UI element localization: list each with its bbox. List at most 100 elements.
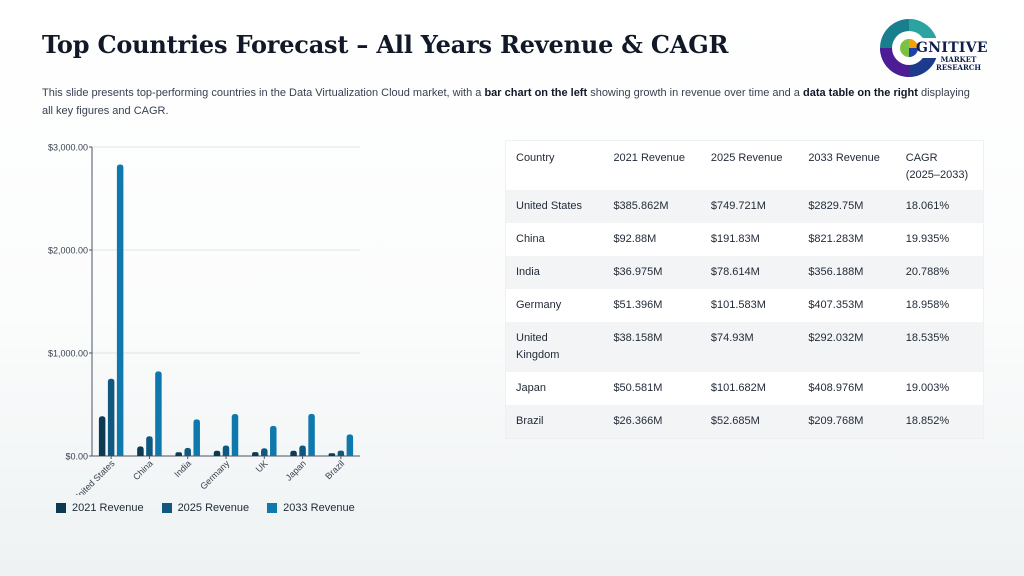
bold-phrase: data table on the right (802, 87, 918, 99)
table-row: Germany $51.396M $101.583M $407.353M 18.… (506, 289, 983, 322)
table-row: United States $385.862M $749.721M $2829.… (506, 190, 983, 223)
table-row: Brazil $26.366M $52.685M $209.768M 18.85… (506, 405, 983, 438)
bar-2033-brazil (346, 434, 354, 456)
table-row: India $36.975M $78.614M $356.188M 20.788… (506, 256, 983, 289)
legend-label: 2025 Revenue (177, 502, 250, 514)
table-cell: 18.535% (905, 332, 950, 344)
table-cell: 18.852% (905, 415, 950, 427)
table-row: China $92.88M $191.83M $821.283M 19.935% (506, 223, 983, 256)
legend-item-2021: 2021 Revenue (56, 502, 144, 514)
table-cell: 19.003% (905, 382, 950, 394)
table-cell: $74.93M (710, 332, 754, 344)
table-cell: 18.061% (905, 200, 950, 212)
bar-2021-india (175, 452, 182, 456)
bar-2021-germany (213, 450, 221, 456)
bar-2021-brazil (328, 453, 336, 456)
y-tick-label: $0.00 (65, 452, 88, 462)
table-cell: 19.935% (905, 233, 950, 245)
column-header-2025: 2025 Revenue (710, 152, 783, 164)
bar-2033-uk (270, 425, 277, 456)
company-logo: GNITIVE MARKET RESEARCH (878, 16, 988, 82)
table-cell: 18.958% (905, 299, 950, 311)
bar-2021-japan (290, 450, 297, 456)
table-cell: Brazil (516, 415, 544, 427)
table-cell: $191.83M (710, 233, 760, 245)
table-cell: $749.721M (710, 200, 766, 212)
x-tick-label: United States (71, 458, 117, 495)
bar-2033-china (155, 371, 162, 456)
column-header-2021: 2021 Revenue (613, 152, 685, 164)
legend-label: 2021 Revenue (72, 502, 144, 514)
logo-icon (880, 19, 948, 77)
bar-2025-japan (299, 445, 306, 456)
x-tick-label: Germany (198, 458, 232, 492)
table-cell: India (516, 266, 540, 278)
x-tick-label: Japan (284, 458, 308, 482)
column-header-2033: 2033 Revenue (808, 152, 880, 164)
table-cell: $78.614M (710, 266, 760, 278)
table-cell: $209.768M (808, 415, 864, 427)
bar-2033-united-states (116, 164, 124, 456)
table-cell: $38.158M (613, 332, 663, 344)
bar-2033-germany (231, 414, 239, 456)
y-tick-label: $3,000.00 (48, 143, 88, 153)
table-cell: $50.581M (613, 382, 663, 394)
legend-swatch (267, 503, 278, 513)
bar-chart: $0.00 $1,000.00 $2,000.00 $3,000.00 United S… (48, 143, 360, 495)
table-cell: $101.583M (710, 299, 766, 311)
legend-swatch (161, 503, 172, 513)
y-tick-label: $2,000.00 (48, 246, 88, 256)
bar-2025-china (146, 436, 153, 456)
logo-wordmark: GNITIVE (916, 40, 988, 56)
table-header-row: Country 2021 Revenue 2025 Revenue 2033 R… (506, 141, 983, 190)
table-row: Japan $50.581M $101.682M $408.976M 19.00… (506, 372, 983, 405)
bar-2033-japan (308, 413, 315, 456)
table-cell: $36.975M (613, 266, 663, 278)
bar-2025-india (184, 447, 191, 456)
table-cell: $51.396M (613, 299, 663, 311)
x-tick-label: UK (254, 458, 270, 474)
bar-2025-united-states (107, 378, 115, 456)
x-tick-label: India (172, 458, 193, 479)
legend-swatch (56, 503, 66, 513)
table-cell: United Kingdom (516, 332, 560, 361)
table-cell: China (516, 233, 545, 245)
page-title: Top Countries Forecast – All Years Reven… (42, 30, 729, 59)
data-table: Country 2021 Revenue 2025 Revenue 2033 R… (506, 141, 983, 438)
table-cell: $26.366M (613, 415, 663, 427)
table-cell: $821.283M (808, 233, 864, 245)
logo-subtitle: MARKET RESEARCH (936, 55, 981, 72)
table-cell: $52.685M (710, 415, 760, 427)
table-cell: $385.862M (613, 200, 669, 212)
y-tick-label: $1,000.00 (48, 349, 88, 359)
table-cell: Germany (516, 299, 562, 311)
bold-phrase: bar chart on the left (484, 87, 588, 99)
bar-2033-india (193, 419, 200, 456)
bar-2021-uk (252, 452, 259, 456)
column-header-cagr: CAGR (2025–2033) (905, 152, 969, 181)
table-cell: $292.032M (808, 332, 864, 344)
table-cell: $407.353M (808, 299, 864, 311)
table-cell: Japan (516, 382, 546, 394)
legend-item-2033: 2033 Revenue (267, 502, 355, 514)
table-cell: 20.788% (905, 266, 950, 278)
legend-label: 2033 Revenue (283, 502, 355, 514)
table-cell: $356.188M (808, 266, 864, 278)
bar-2025-brazil (337, 450, 345, 456)
bar-2021-china (137, 446, 144, 456)
x-tick-label: China (131, 458, 155, 482)
bar-2025-uk (261, 448, 268, 456)
table-cell: $92.88M (613, 233, 657, 245)
table-cell: United States (516, 200, 583, 212)
table-cell: $408.976M (808, 382, 864, 394)
table-cell: $101.682M (710, 382, 766, 394)
table-cell: $2829.75M (808, 200, 864, 212)
bar-2025-germany (222, 445, 230, 456)
page-description: This slide presents top-performing count… (42, 87, 970, 117)
bar-2021-united-states (98, 416, 106, 456)
table-row: United Kingdom $38.158M $74.93M $292.032… (506, 322, 983, 372)
legend-item-2025: 2025 Revenue (161, 502, 250, 514)
x-tick-label: Brazil (323, 458, 346, 481)
chart-legend: 2021 Revenue 2025 Revenue 2033 Revenue (56, 502, 355, 514)
column-header-country: Country (516, 152, 555, 164)
